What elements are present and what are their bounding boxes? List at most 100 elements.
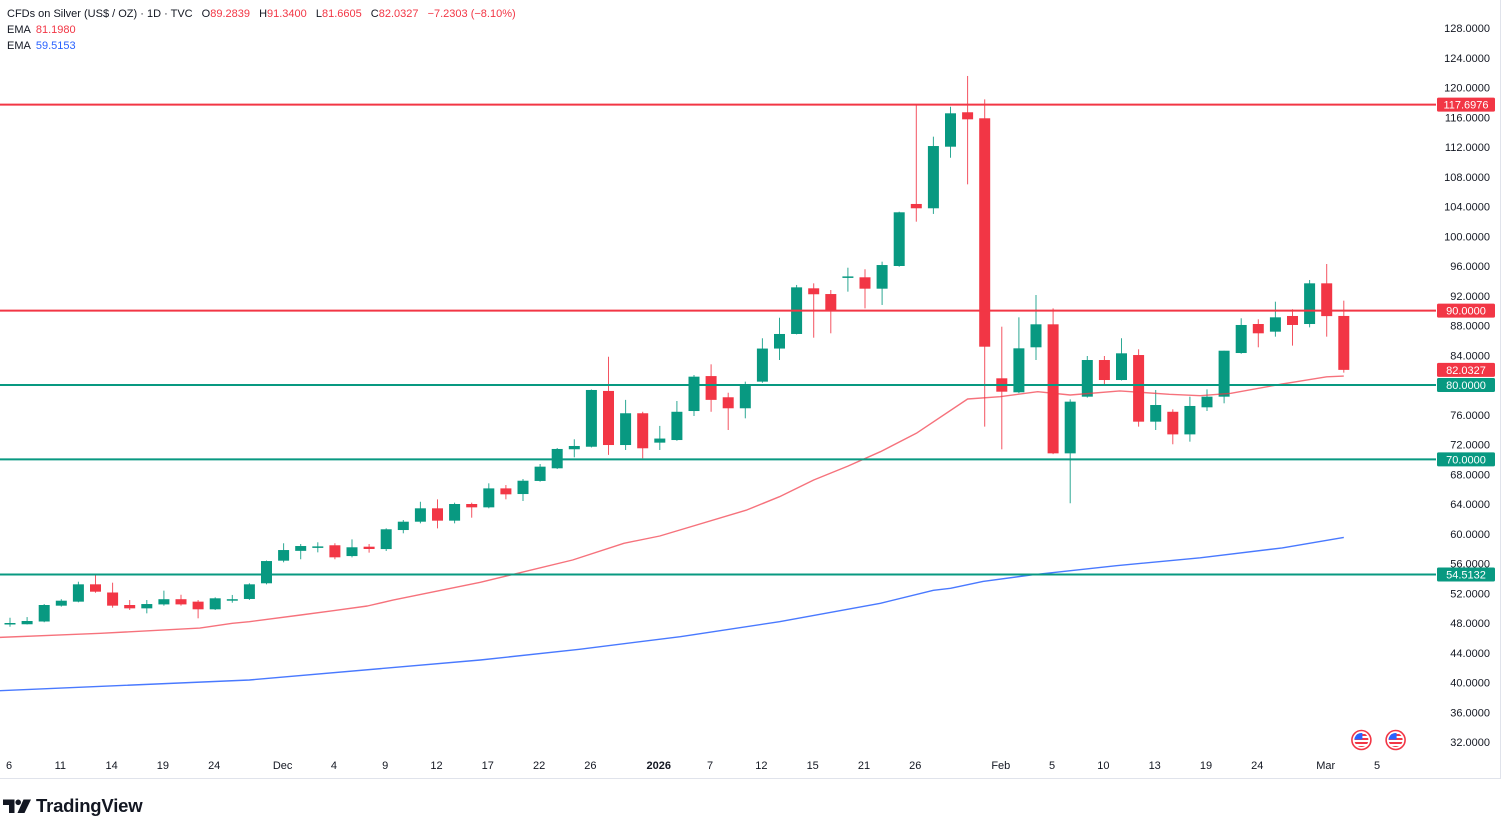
level-price-label-text: 90.0000 — [1446, 306, 1486, 318]
candle-bullish — [671, 400, 683, 441]
candle-bearish — [90, 575, 101, 593]
candle-body — [893, 212, 905, 266]
price-tick-label: 96.0000 — [1450, 261, 1490, 273]
time-tick-label: 24 — [1251, 760, 1263, 772]
symbol-title[interactable]: CFDs on Silver (US$ / OZ) · 1D · TVC — [7, 8, 193, 20]
candle-bullish — [893, 211, 905, 267]
candle-body — [1133, 355, 1145, 422]
candle-bullish — [483, 483, 495, 509]
candle-body — [1235, 324, 1247, 354]
price-tick-label: 64.0000 — [1450, 499, 1490, 511]
high-value: 91.3400 — [267, 8, 307, 20]
time-axis[interactable]: 6 11 14 19 24 Dec 4 9 12 17 22 26 2026 7 12 15 21 26 Feb 5 1… — [6, 760, 1380, 772]
candle-bullish — [774, 317, 785, 361]
candle-body — [278, 550, 290, 561]
price-tick-label: 124.0000 — [1444, 53, 1490, 65]
candle-bullish — [1304, 279, 1316, 328]
candle-body — [1116, 353, 1127, 381]
plot-area[interactable] — [0, 75, 1437, 692]
indicator-name[interactable]: EMA — [7, 40, 31, 52]
open-label: O — [201, 8, 211, 20]
candle-bullish — [226, 594, 238, 603]
price-tick-label: 128.0000 — [1444, 23, 1490, 35]
indicator-legend-ema-2[interactable]: EMA 59.5153 — [7, 38, 516, 54]
candle-bullish — [380, 528, 392, 552]
low-label: L — [315, 8, 322, 20]
chart-container[interactable]: CFDs on Silver (US$ / OZ) · 1D · TVC O89… — [0, 0, 1501, 779]
price-tick-label: 100.0000 — [1444, 231, 1490, 243]
candle-body — [124, 605, 136, 609]
candle-body — [962, 112, 974, 120]
candle-bullish — [261, 560, 272, 585]
candle-bullish — [1150, 389, 1162, 430]
tradingview-logo[interactable]: TradingView — [3, 795, 143, 817]
price-tick-label: 48.0000 — [1450, 618, 1490, 630]
indicator-name[interactable]: EMA — [7, 24, 31, 36]
chart-canvas[interactable]: 128.0000 124.0000 120.0000 116.0000 112.0000… — [0, 0, 1500, 778]
candle-bullish — [927, 136, 939, 214]
horizontal-levels — [0, 103, 1436, 576]
high-label: H — [259, 8, 268, 20]
open-value-group: O89.2839 — [202, 8, 250, 20]
candle-body — [1201, 396, 1213, 408]
level-price-label: 70.0000 — [1437, 452, 1495, 467]
level-price-label-bg — [1437, 378, 1495, 392]
ema-line-2 — [0, 536, 1344, 692]
candle-body — [1150, 405, 1162, 422]
candle-body — [671, 411, 683, 441]
close-value-group: C82.0327 — [371, 8, 419, 20]
us-flag-icon[interactable] — [1385, 729, 1406, 751]
candle-body — [380, 529, 392, 550]
candle-bullish — [4, 617, 16, 627]
candle-body — [483, 488, 495, 508]
candle-bullish — [209, 597, 221, 610]
price-axis[interactable]: 128.0000 124.0000 120.0000 116.0000 112.0000… — [1444, 23, 1490, 749]
candle-body — [876, 265, 888, 289]
candle-body — [432, 508, 443, 521]
candle-body — [466, 504, 478, 508]
candle-body — [1269, 317, 1281, 332]
price-tick-label: 108.0000 — [1444, 172, 1490, 184]
candle-body — [688, 376, 700, 412]
price-tick-label: 56.0000 — [1450, 559, 1490, 571]
last-price-label-text: 82.0327 — [1446, 365, 1486, 377]
candle-bullish — [21, 617, 33, 625]
candle-bullish — [534, 463, 546, 482]
candle-bullish — [1030, 295, 1042, 361]
flag-stripe — [1388, 746, 1403, 747]
candle-body — [226, 599, 238, 601]
candle-body — [295, 546, 307, 551]
open-value: 89.2839 — [210, 8, 250, 20]
candle-bearish — [107, 582, 119, 608]
candle-body — [55, 600, 67, 606]
candle-bullish — [842, 267, 854, 292]
us-flag-icon[interactable] — [1351, 729, 1372, 751]
time-tick-label: 13 — [1149, 760, 1161, 772]
flag-body — [1354, 733, 1369, 747]
candle-body — [1064, 401, 1076, 454]
candle-bullish — [876, 261, 888, 305]
candle-bearish — [1098, 355, 1110, 385]
level-price-label-text: 54.5132 — [1446, 570, 1486, 582]
candle-bullish — [756, 338, 768, 383]
indicator-legend-ema-1[interactable]: EMA 81.1980 — [7, 22, 516, 38]
candle-bullish — [945, 106, 956, 158]
time-tick-label: 17 — [482, 760, 494, 772]
price-tick-label: 116.0000 — [1445, 112, 1490, 124]
time-tick-label: 26 — [909, 760, 921, 772]
candle-bearish — [705, 364, 717, 412]
time-tick-label: 19 — [1200, 760, 1212, 772]
candle-body — [517, 480, 529, 495]
close-value: 82.0327 — [378, 8, 419, 20]
candle-body — [603, 390, 614, 446]
price-tick-label: 68.0000 — [1450, 469, 1490, 481]
price-tick-label: 40.0000 — [1450, 678, 1490, 690]
candle-body — [1321, 283, 1333, 317]
symbol-legend-row[interactable]: CFDs on Silver (US$ / OZ) · 1D · TVC O89… — [7, 6, 516, 22]
candle-bullish — [517, 479, 529, 502]
price-tick-label: 44.0000 — [1450, 648, 1490, 660]
candle-body — [1218, 350, 1230, 397]
candle-bearish — [979, 99, 991, 427]
time-tick-label: Feb — [991, 760, 1010, 772]
candle-body — [945, 113, 956, 147]
